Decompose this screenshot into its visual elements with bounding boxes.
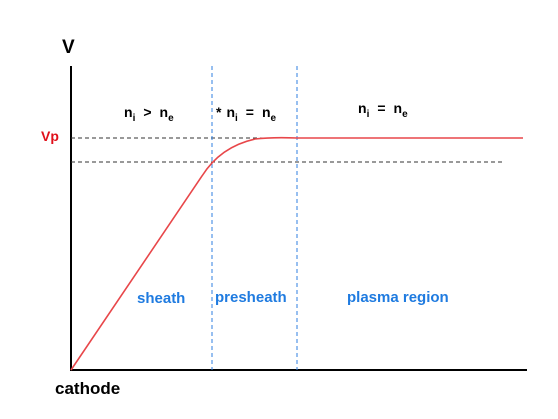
plasma-density-condition: ni = ne <box>358 100 408 120</box>
sheath-cond-lhs-sub: i <box>133 113 136 124</box>
sheath-cond-rhs: n <box>160 104 169 120</box>
plasma-cond-lhs: n <box>358 100 367 116</box>
x-axis-label: cathode <box>55 379 120 398</box>
y-axis-label: V <box>62 37 75 58</box>
presheath-density-condition: * ni = ne <box>216 104 277 124</box>
presheath-cond-prefix: * <box>216 104 222 120</box>
sheath-cond-op: > <box>143 104 151 120</box>
presheath-cond-lhs-sub: i <box>235 113 238 124</box>
sheath-cond-rhs-sub: e <box>168 113 174 124</box>
plasma-cond-rhs-sub: e <box>402 109 408 120</box>
sheath-cond-lhs: n <box>124 104 133 120</box>
sheath-density-condition: ni > ne <box>124 104 174 124</box>
potential-curve <box>70 136 523 371</box>
plasma-cond-lhs-sub: i <box>367 109 370 120</box>
presheath-cond-lhs: n <box>226 104 235 120</box>
plasma-region-label: plasma region <box>347 289 449 306</box>
plasma-cond-op: = <box>377 100 385 116</box>
vp-label: Vp <box>41 128 59 144</box>
presheath-region-label: presheath <box>215 289 287 306</box>
presheath-cond-rhs: n <box>262 104 271 120</box>
plasma-cond-rhs: n <box>394 100 403 116</box>
presheath-cond-op: = <box>246 104 254 120</box>
presheath-cond-rhs-sub: e <box>271 113 277 124</box>
sheath-region-label: sheath <box>137 290 185 307</box>
